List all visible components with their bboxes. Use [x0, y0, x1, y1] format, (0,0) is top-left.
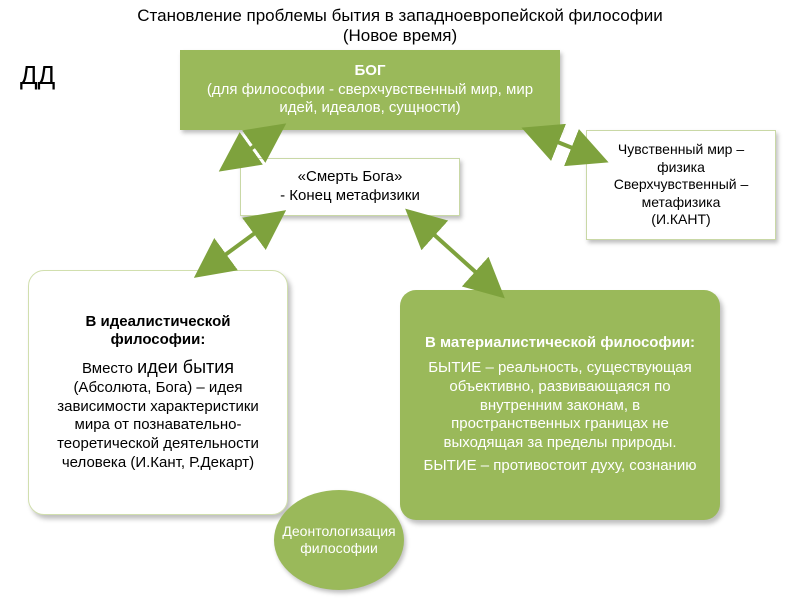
god-sub: (для философии - сверхчувственный мир, м… — [194, 81, 546, 119]
death-line2: - Конец метафизики — [280, 187, 420, 206]
arrow-death-ideal — [210, 222, 270, 266]
title-line1: Становление проблемы бытия в западноевро… — [137, 6, 662, 25]
god-heading: БОГ — [355, 62, 386, 81]
kant-line3: (И.КАНТ) — [651, 211, 710, 229]
diagram-title: Становление проблемы бытия в западноевро… — [0, 6, 800, 46]
idealist-heading: В идеалистической философии: — [43, 313, 273, 351]
kant-line1: Чувственный мир –физика — [595, 141, 767, 176]
arrow-god-kant — [540, 135, 590, 155]
kant-line2: Сверхчувственный – метафизика — [595, 176, 767, 211]
idealist-body-c: (Абсолюта, Бога) – идея зависимости хара… — [57, 379, 259, 471]
idealist-body: Вместо идеи бытия (Абсолюта, Бога) – иде… — [43, 356, 273, 473]
materialist-body1: БЫТИЕ – реальность, существующая объекти… — [416, 359, 704, 453]
title-line2: (Новое время) — [343, 26, 457, 45]
kant-box: Чувственный мир –физика Сверхчувственный… — [586, 130, 776, 240]
idealist-box: В идеалистической философии: Вместо идеи… — [28, 270, 288, 515]
arrow-god-death — [235, 135, 270, 160]
death-box: «Смерть Бога» - Конец метафизики — [240, 158, 460, 216]
materialist-box: В материалистической философии: БЫТИЕ – … — [400, 290, 720, 520]
materialist-body2: БЫТИЕ – противостоит духу, сознанию — [424, 457, 697, 476]
death-line1: «Смерть Бога» — [298, 168, 403, 187]
god-box: БОГ (для философии - сверхчувственный ми… — [180, 50, 560, 130]
idealist-body-b: идеи бытия — [137, 357, 234, 377]
deonto-box: Деонтологизация философии — [274, 490, 404, 590]
materialist-heading: В материалистической философии: — [425, 334, 695, 353]
arrow-death-mater — [420, 222, 490, 285]
idealist-body-a: Вместо — [82, 360, 137, 377]
dd-label: ДД — [20, 60, 55, 91]
